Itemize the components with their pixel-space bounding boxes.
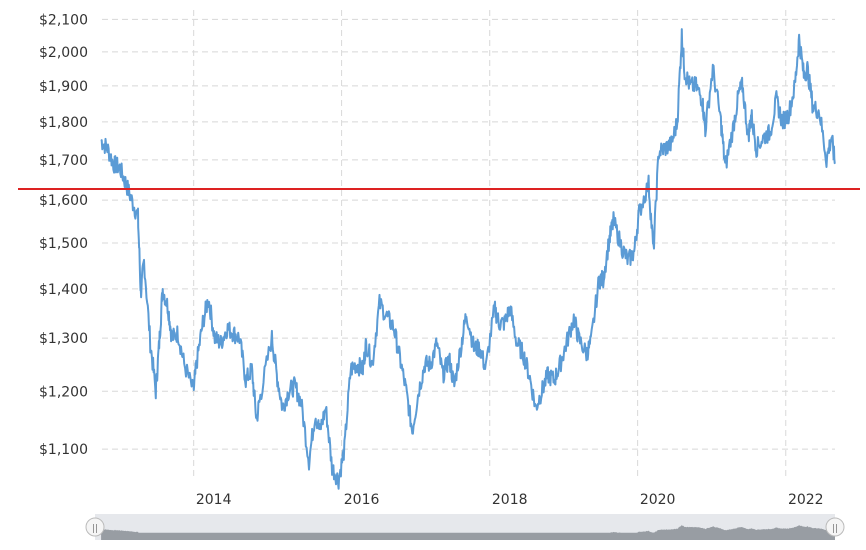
y-tick-label: $1,200 <box>39 384 88 400</box>
navigator-left-handle[interactable]: || <box>85 517 105 537</box>
x-tick-label: 2014 <box>196 492 232 508</box>
y-tick-label: $1,700 <box>39 153 88 169</box>
navigator-right-handle-label: || <box>832 524 838 534</box>
y-axis: $2,100 $2,000 $1,900 $1,800 $1,700 $1,600 $1,5… <box>39 12 88 458</box>
x-tick-label: 2018 <box>492 492 528 508</box>
y-tick-label: $2,100 <box>39 12 88 28</box>
series-layer <box>100 28 836 490</box>
price-series-line <box>100 28 836 490</box>
y-tick-label: $1,900 <box>39 79 88 95</box>
y-tick-label: $1,600 <box>39 193 88 209</box>
y-tick-label: $1,500 <box>39 236 88 252</box>
x-tick-label: 2016 <box>344 492 380 508</box>
grid-layer <box>102 10 835 480</box>
range-navigator[interactable]: || || <box>85 514 845 540</box>
navigator-right-handle[interactable]: || <box>825 517 845 537</box>
navigator-left-handle-label: || <box>92 524 98 534</box>
y-tick-label: $1,100 <box>39 442 88 458</box>
x-axis: 2014 2016 2018 2020 2022 <box>196 492 824 508</box>
x-tick-label: 2022 <box>788 492 824 508</box>
y-tick-label: $1,300 <box>39 331 88 347</box>
y-tick-label: $1,800 <box>39 115 88 131</box>
navigator-series-area <box>101 524 836 540</box>
y-tick-label: $1,400 <box>39 282 88 298</box>
y-tick-label: $2,000 <box>39 45 88 61</box>
x-tick-label: 2020 <box>640 492 676 508</box>
